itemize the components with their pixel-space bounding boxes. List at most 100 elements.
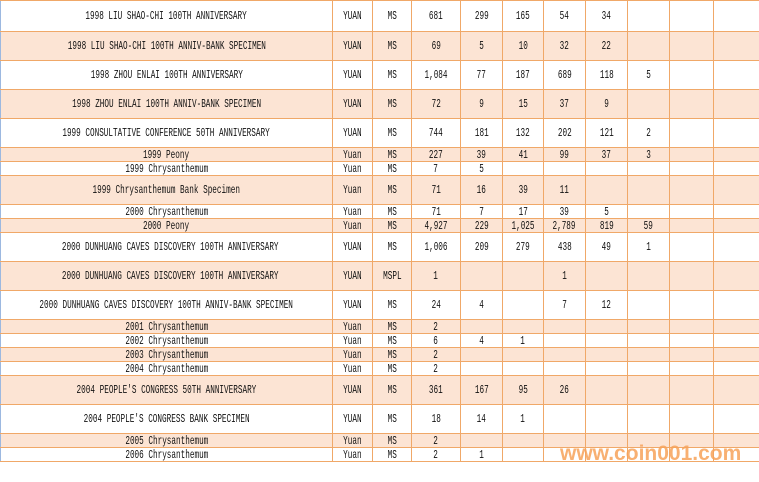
count-cell xyxy=(669,361,714,376)
count-cell-text: 4 xyxy=(479,298,484,312)
coin-name-cell-text: 2001 Chrysanthemum xyxy=(125,319,208,334)
coin-name-cell-text: 2004 Chrysanthemum xyxy=(125,361,208,376)
count-cell: 7 xyxy=(460,204,503,219)
unit-cell: Yuan xyxy=(332,147,373,162)
count-cell: 1 xyxy=(411,261,461,291)
table-row: 2004 PEOPLE'S CONGRESS BANK SPECIMEN YUAN… xyxy=(0,404,759,434)
count-cell-text: 69 xyxy=(431,39,441,53)
unit-cell-text: Yuan xyxy=(343,161,362,176)
count-cell xyxy=(627,161,670,176)
count-cell-text: 118 xyxy=(599,68,614,82)
count-cell: 1,006 xyxy=(411,232,461,262)
count-cell xyxy=(543,347,586,362)
count-cell xyxy=(543,361,586,376)
table-row: 2000 DUNHUANG CAVES DISCOVERY 100TH ANNI… xyxy=(0,232,759,262)
count-cell-text: 77 xyxy=(476,68,487,82)
count-cell-text: 5 xyxy=(646,68,651,82)
count-cell-text: 22 xyxy=(601,39,612,53)
coin-name-cell-text: 2000 DUNHUANG CAVES DISCOVERY 100TH ANNI… xyxy=(61,269,279,283)
unit-cell: Yuan xyxy=(332,319,373,334)
count-cell: 4,927 xyxy=(411,218,461,233)
count-cell: 202 xyxy=(543,118,586,148)
count-cell: 5 xyxy=(585,204,628,219)
table-row: 2000 DUNHUANG CAVES DISCOVERY 100TH ANNI… xyxy=(0,261,759,291)
count-cell-text: 279 xyxy=(516,240,530,254)
grade-cell-text: MS xyxy=(387,298,397,312)
unit-cell: YUAN xyxy=(332,261,373,291)
count-cell: 227 xyxy=(411,147,461,162)
unit-cell: Yuan xyxy=(332,347,373,362)
coin-name-cell-text: 1998 LIU SHAO-CHI 100TH ANNIVERSARY xyxy=(85,9,248,23)
count-cell-text: 39 xyxy=(559,204,570,219)
grade-cell: MS xyxy=(372,31,412,61)
unit-cell: Yuan xyxy=(332,447,373,462)
count-cell-text: 361 xyxy=(429,383,443,397)
coin-name-cell: 1999 Chrysanthemum Bank Specimen xyxy=(0,175,333,205)
unit-cell: Yuan xyxy=(332,361,373,376)
grade-cell-text: MS xyxy=(387,412,397,426)
count-cell-text: 4 xyxy=(479,333,484,348)
grade-cell: MS xyxy=(372,175,412,205)
count-cell-text: 299 xyxy=(474,9,489,23)
count-cell xyxy=(669,433,714,448)
coin-name-cell: 2005 Chrysanthemum xyxy=(0,433,333,448)
unit-cell-text: Yuan xyxy=(343,361,362,376)
count-cell xyxy=(713,31,759,61)
unit-cell-text: YUAN xyxy=(343,39,362,53)
unit-cell: YUAN xyxy=(332,404,373,434)
count-cell: 39 xyxy=(502,175,544,205)
count-cell-text: 2 xyxy=(433,361,439,376)
count-cell-text: 5 xyxy=(479,39,484,53)
count-cell: 187 xyxy=(502,60,544,90)
count-cell xyxy=(502,290,544,320)
count-cell-text: 2,789 xyxy=(552,218,577,233)
count-cell-text: 167 xyxy=(474,383,489,397)
count-cell: 1 xyxy=(502,333,544,348)
grade-cell: MS xyxy=(372,118,412,148)
unit-cell-text: YUAN xyxy=(343,298,362,312)
count-cell-text: 34 xyxy=(601,9,612,23)
table-row: 2002 Chrysanthemum Yuan MS 6 4 1 xyxy=(0,333,759,348)
coin-name-cell: 2003 Chrysanthemum xyxy=(0,347,333,362)
count-cell xyxy=(669,319,714,334)
count-cell-text: 37 xyxy=(559,97,570,111)
grade-cell: MS xyxy=(372,375,412,405)
count-cell-text: 1,025 xyxy=(511,218,535,233)
grade-cell: MS xyxy=(372,361,412,376)
count-cell: 2 xyxy=(411,433,461,448)
count-cell: 41 xyxy=(502,147,544,162)
coin-name-cell: 2000 Chrysanthemum xyxy=(0,204,333,219)
unit-cell: YUAN xyxy=(332,290,373,320)
unit-cell-text: YUAN xyxy=(343,269,362,283)
count-cell: 361 xyxy=(411,375,461,405)
table-row: 1998 ZHOU ENLAI 100TH ANNIVERSARY YUAN MS 1… xyxy=(0,60,759,90)
count-cell: 14 xyxy=(460,404,503,434)
count-cell: 72 xyxy=(411,89,461,119)
grade-cell-text: MSPL xyxy=(382,269,402,283)
grade-cell-text: MS xyxy=(387,204,397,219)
count-cell: 22 xyxy=(585,31,628,61)
count-cell xyxy=(585,375,628,405)
count-cell: 2 xyxy=(411,447,461,462)
coin-name-cell: 2000 Peony xyxy=(0,218,333,233)
count-cell: 438 xyxy=(543,232,586,262)
count-cell: 71 xyxy=(411,175,461,205)
count-cell-text: 438 xyxy=(557,240,572,254)
unit-cell-text: YUAN xyxy=(343,9,362,23)
unit-cell-text: Yuan xyxy=(343,218,362,233)
count-cell: 118 xyxy=(585,60,628,90)
unit-cell: YUAN xyxy=(332,89,373,119)
count-cell xyxy=(713,89,759,119)
count-cell-text: 17 xyxy=(518,204,528,219)
count-cell xyxy=(713,404,759,434)
count-cell xyxy=(585,319,628,334)
count-cell xyxy=(585,261,628,291)
count-cell: 1,025 xyxy=(502,218,544,233)
watermark: www.coin001.com xyxy=(560,442,742,465)
count-cell xyxy=(543,333,586,348)
count-cell-text: 1 xyxy=(646,240,651,254)
count-cell xyxy=(713,290,759,320)
unit-cell-text: Yuan xyxy=(343,333,362,348)
count-cell: 77 xyxy=(460,60,503,90)
count-cell xyxy=(713,375,759,405)
